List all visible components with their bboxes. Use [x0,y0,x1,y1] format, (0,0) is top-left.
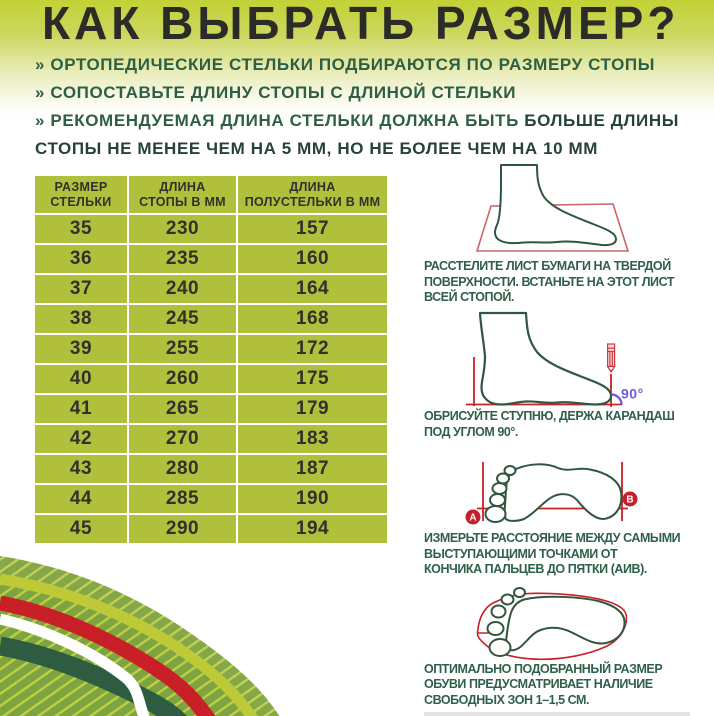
svg-text:A: A [469,513,476,524]
svg-text:B: B [626,495,633,506]
svg-text:90°: 90° [621,386,644,402]
